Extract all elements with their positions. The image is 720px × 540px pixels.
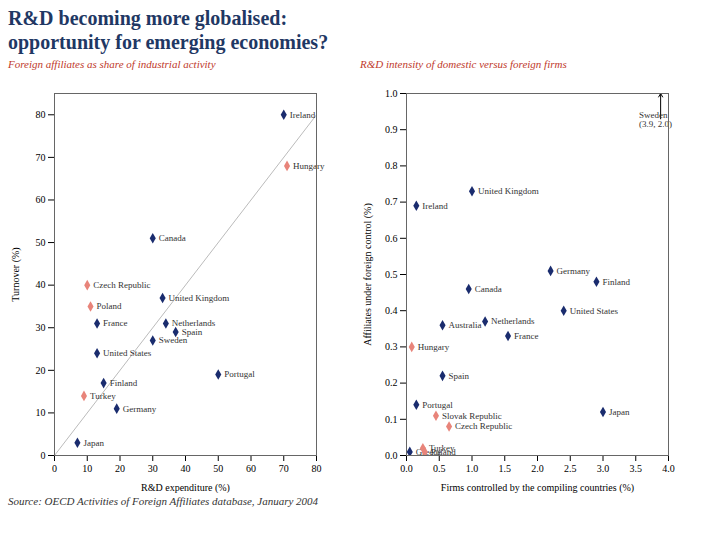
svg-text:30: 30 — [36, 322, 46, 333]
svg-text:Japan: Japan — [609, 407, 630, 417]
html-text:R&D becoming more globalised:: R&D becoming more globalised: opportunit… — [8, 7, 329, 53]
svg-text:40: 40 — [181, 463, 191, 474]
svg-text:0.5: 0.5 — [385, 269, 398, 280]
svg-text:Turkey: Turkey — [90, 391, 116, 401]
svg-text:1.5: 1.5 — [499, 463, 512, 474]
svg-text:0.0: 0.0 — [385, 450, 398, 461]
svg-text:Hungary: Hungary — [418, 342, 450, 352]
svg-text:40: 40 — [36, 279, 46, 290]
svg-text:4.0: 4.0 — [662, 463, 675, 474]
svg-text:United States: United States — [570, 306, 619, 316]
svg-text:70: 70 — [279, 463, 289, 474]
svg-text:Japan: Japan — [83, 438, 104, 448]
svg-text:1.0: 1.0 — [385, 88, 398, 99]
svg-text:United Kingdom: United Kingdom — [478, 186, 539, 196]
html-text:Foreign affiliates as share of: Foreign affiliates as share of industria… — [8, 58, 216, 70]
svg-text:2.5: 2.5 — [564, 463, 577, 474]
svg-text:Netherlands: Netherlands — [491, 316, 535, 326]
svg-text:0.3: 0.3 — [385, 341, 398, 352]
svg-text:Sweden(3.9, 2.0): Sweden(3.9, 2.0) — [639, 110, 672, 129]
svg-text:Slovak Republic: Slovak Republic — [442, 411, 502, 421]
svg-text:2.0: 2.0 — [531, 463, 544, 474]
svg-text:Czech Republic: Czech Republic — [93, 280, 150, 290]
svg-text:Canada: Canada — [159, 233, 186, 243]
svg-text:60: 60 — [36, 194, 46, 205]
svg-text:Czech Republic: Czech Republic — [455, 421, 512, 431]
svg-text:0.5: 0.5 — [433, 463, 446, 474]
svg-text:0.4: 0.4 — [385, 305, 398, 316]
svg-text:0.8: 0.8 — [385, 160, 398, 171]
svg-text:0.7: 0.7 — [385, 196, 398, 207]
svg-text:Australia: Australia — [449, 320, 482, 330]
svg-text:3.5: 3.5 — [630, 463, 643, 474]
svg-text:Poland: Poland — [430, 446, 456, 457]
svg-text:80: 80 — [312, 463, 322, 474]
svg-text:Ireland: Ireland — [422, 201, 448, 211]
svg-text:Netherlands: Netherlands — [171, 318, 216, 329]
svg-text:0.9: 0.9 — [385, 124, 398, 135]
svg-text:3.0: 3.0 — [597, 463, 610, 474]
svg-text:United States: United States — [103, 348, 152, 358]
svg-text:60: 60 — [246, 463, 256, 474]
svg-text:Spain: Spain — [181, 326, 203, 337]
svg-text:1.0: 1.0 — [466, 463, 479, 474]
svg-text:0.6: 0.6 — [385, 233, 398, 244]
svg-text:Germany: Germany — [123, 404, 157, 414]
svg-text:Canada: Canada — [475, 284, 502, 294]
svg-text:30: 30 — [148, 463, 158, 474]
svg-text:20: 20 — [115, 463, 125, 474]
svg-text:France: France — [514, 331, 539, 341]
svg-text:Germany: Germany — [557, 266, 591, 276]
svg-text:Hungary: Hungary — [293, 161, 325, 171]
html-text:R&D intensity of domestic vers: R&D intensity of domestic versus foreign… — [360, 58, 567, 70]
html-text:Source: OECD Activities of For: Source: OECD Activities of Foreign Affil… — [8, 495, 319, 507]
svg-text:50: 50 — [213, 463, 223, 474]
svg-text:Sweden: Sweden — [159, 335, 188, 345]
svg-text:R&D expenditure (%): R&D expenditure (%) — [141, 482, 230, 494]
svg-text:Finland: Finland — [602, 277, 630, 287]
svg-text:0: 0 — [52, 463, 57, 474]
svg-text:0.0: 0.0 — [400, 463, 413, 474]
svg-text:Turnover (%): Turnover (%) — [10, 247, 22, 301]
svg-text:80: 80 — [36, 109, 46, 120]
svg-text:50: 50 — [36, 237, 46, 248]
svg-text:Affiliates under foreign contr: Affiliates under foreign control (%) — [362, 203, 374, 346]
svg-text:10: 10 — [82, 463, 92, 474]
svg-text:0: 0 — [41, 450, 46, 461]
svg-text:France: France — [103, 318, 128, 328]
svg-text:20: 20 — [36, 365, 46, 376]
svg-text:Portugal: Portugal — [224, 369, 255, 379]
svg-text:Firms controlled by the compil: Firms controlled by the compiling countr… — [441, 482, 634, 494]
svg-text:10: 10 — [36, 407, 46, 418]
svg-text:Ireland: Ireland — [290, 110, 316, 120]
svg-text:0.2: 0.2 — [385, 377, 398, 388]
svg-text:United Kingdom: United Kingdom — [169, 293, 230, 303]
svg-text:70: 70 — [36, 152, 46, 163]
svg-text:0.1: 0.1 — [385, 414, 398, 425]
svg-text:Spain: Spain — [449, 371, 470, 381]
svg-text:Poland: Poland — [97, 301, 123, 311]
svg-text:Portugal: Portugal — [422, 400, 453, 410]
svg-text:Finland: Finland — [110, 378, 138, 388]
